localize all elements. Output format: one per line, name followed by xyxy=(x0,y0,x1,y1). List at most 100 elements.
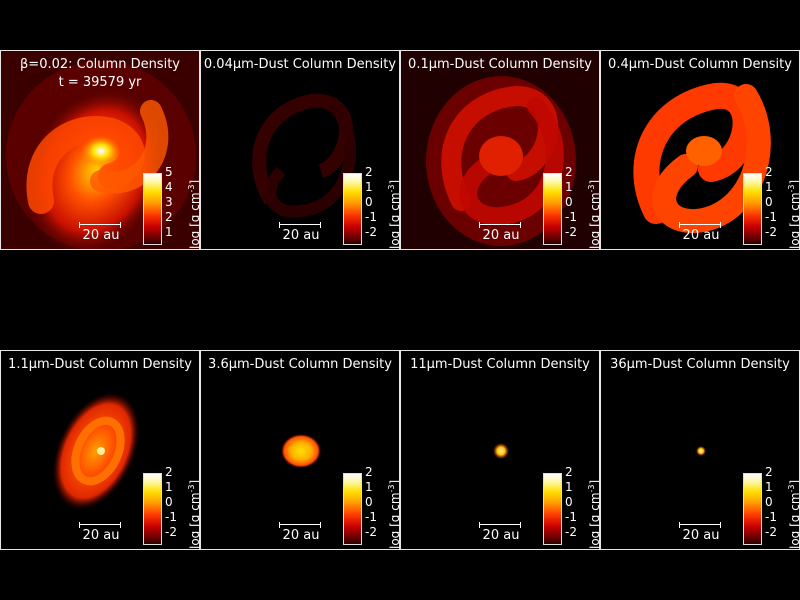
colorbar-tick: 0 xyxy=(765,195,773,209)
colorbar-tick: 2 xyxy=(565,165,573,179)
colorbar-tick: 1 xyxy=(765,180,773,194)
colorbar-unit: log [g cm-3] xyxy=(587,480,600,549)
scale-bar xyxy=(79,522,121,528)
colorbar xyxy=(343,473,362,545)
scale-bar-label: 20 au xyxy=(482,228,520,243)
colorbar-ticks: 2 1 0 -1 -2 xyxy=(365,166,385,246)
dust-density-image xyxy=(401,351,599,549)
colorbar-tick: 2 xyxy=(165,465,173,479)
colorbar-ticks: 2 1 0 -1 -2 xyxy=(565,466,585,546)
colorbar-tick: -2 xyxy=(765,525,777,539)
colorbar-ticks: 2 1 0 -1 -2 xyxy=(765,166,785,246)
colorbar-tick: -1 xyxy=(365,510,377,524)
colorbar-tick: 0 xyxy=(565,195,573,209)
colorbar-tick: -2 xyxy=(565,525,577,539)
dust-density-image xyxy=(601,351,799,549)
panel-title: 0.4μm-Dust Column Density xyxy=(608,57,792,72)
colorbar-tick: 0 xyxy=(165,495,173,509)
colorbar-tick: -2 xyxy=(365,225,377,239)
colorbar-tick: 5 xyxy=(165,165,173,179)
colorbar-tick: -1 xyxy=(765,510,777,524)
scale-bar xyxy=(279,222,321,228)
colorbar-tick: -1 xyxy=(165,510,177,524)
scale-bar xyxy=(679,522,721,528)
colorbar xyxy=(143,473,162,545)
dust-density-image xyxy=(201,351,399,549)
dust-density-image xyxy=(201,51,399,249)
colorbar-tick: 2 xyxy=(365,165,373,179)
dust-density-image xyxy=(1,351,199,549)
colorbar-tick: -2 xyxy=(765,225,777,239)
colorbar-ticks: 2 1 0 -1 -2 xyxy=(765,466,785,546)
panel-dust-3-6um: 3.6μm-Dust Column Density 20 au 2 1 0 -1… xyxy=(200,350,400,550)
colorbar-unit: log [g cm-3] xyxy=(387,480,400,549)
panel-dust-36um: 36μm-Dust Column Density 20 au 2 1 0 -1 … xyxy=(600,350,800,550)
panel-gas-column-density: β=0.02: Column Density t = 39579 yr 20 a… xyxy=(0,50,200,250)
scale-bar-label: 20 au xyxy=(82,528,120,543)
panel-title: 36μm-Dust Column Density xyxy=(610,357,790,372)
panel-title: 1.1μm-Dust Column Density xyxy=(8,357,192,372)
colorbar-tick: 2 xyxy=(765,465,773,479)
panel-dust-0-04um: 0.04μm-Dust Column Density 20 au 2 1 0 -… xyxy=(200,50,400,250)
panel-dust-11um: 11μm-Dust Column Density 20 au 2 1 0 -1 … xyxy=(400,350,600,550)
time-label: t = 39579 yr xyxy=(58,75,142,90)
scale-bar xyxy=(479,222,521,228)
colorbar-tick: 1 xyxy=(365,480,373,494)
colorbar-tick: 0 xyxy=(365,195,373,209)
scale-bar-label: 20 au xyxy=(82,228,120,243)
dust-density-image xyxy=(601,51,799,249)
colorbar-tick: 4 xyxy=(165,180,173,194)
colorbar-tick: -1 xyxy=(765,210,777,224)
scale-bar-label: 20 au xyxy=(682,528,720,543)
colorbar-tick: 1 xyxy=(165,225,173,239)
colorbar-tick: 2 xyxy=(165,210,173,224)
colorbar xyxy=(543,473,562,545)
dust-density-image xyxy=(401,51,599,249)
colorbar-ticks: 2 1 0 -1 -2 xyxy=(165,466,185,546)
scale-bar xyxy=(479,522,521,528)
colorbar-tick: 3 xyxy=(165,195,173,209)
colorbar-unit: log [g cm-3] xyxy=(187,180,200,249)
colorbar-ticks: 2 1 0 -1 -2 xyxy=(365,466,385,546)
colorbar-tick: 2 xyxy=(365,465,373,479)
panel-dust-0-4um: 0.4μm-Dust Column Density 20 au 2 1 0 -1… xyxy=(600,50,800,250)
scale-bar-label: 20 au xyxy=(282,528,320,543)
colorbar xyxy=(343,173,362,245)
colorbar-unit: log [g cm-3] xyxy=(387,180,400,249)
scale-bar-label: 20 au xyxy=(482,528,520,543)
colorbar-tick: 1 xyxy=(365,180,373,194)
panel-title: 3.6μm-Dust Column Density xyxy=(208,357,392,372)
panel-dust-1-1um: 1.1μm-Dust Column Density 20 au 2 1 0 -1… xyxy=(0,350,200,550)
scale-bar xyxy=(679,222,721,228)
colorbar-ticks: 2 1 0 -1 -2 xyxy=(565,166,585,246)
colorbar xyxy=(143,173,162,245)
colorbar xyxy=(543,173,562,245)
scale-bar xyxy=(279,522,321,528)
colorbar-tick: 2 xyxy=(765,165,773,179)
colorbar-tick: 1 xyxy=(565,480,573,494)
colorbar-unit: log [g cm-3] xyxy=(187,480,200,549)
scale-bar-label: 20 au xyxy=(682,228,720,243)
colorbar-tick: 0 xyxy=(565,495,573,509)
colorbar-unit: log [g cm-3] xyxy=(587,180,600,249)
colorbar xyxy=(743,173,762,245)
panel-title: 11μm-Dust Column Density xyxy=(410,357,590,372)
colorbar-tick: -1 xyxy=(365,210,377,224)
panel-title: 0.1μm-Dust Column Density xyxy=(408,57,592,72)
colorbar-tick: -2 xyxy=(165,525,177,539)
colorbar xyxy=(743,473,762,545)
colorbar-tick: 0 xyxy=(365,495,373,509)
colorbar-unit: log [g cm-3] xyxy=(787,480,800,549)
colorbar-tick: -1 xyxy=(565,210,577,224)
scale-bar-label: 20 au xyxy=(282,228,320,243)
panel-title: 0.04μm-Dust Column Density xyxy=(203,57,397,72)
colorbar-tick: 0 xyxy=(765,495,773,509)
panel-dust-0-1um: 0.1μm-Dust Column Density 20 au 2 1 0 -1… xyxy=(400,50,600,250)
colorbar-tick: -2 xyxy=(365,525,377,539)
colorbar-tick: 1 xyxy=(565,180,573,194)
colorbar-tick: -1 xyxy=(565,510,577,524)
colorbar-tick: 1 xyxy=(765,480,773,494)
colorbar-unit: log [g cm-3] xyxy=(787,180,800,249)
panel-title: β=0.02: Column Density xyxy=(20,57,180,72)
colorbar-tick: -2 xyxy=(565,225,577,239)
